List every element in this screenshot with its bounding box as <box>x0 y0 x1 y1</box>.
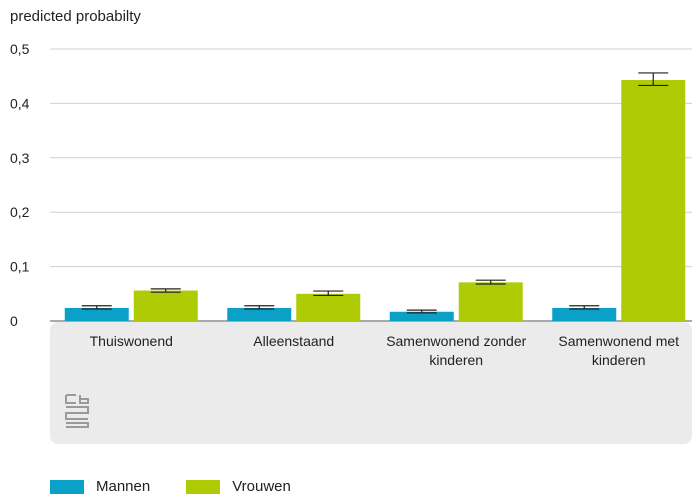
bar-vrouwen-0 <box>133 290 198 321</box>
error-bar-vrouwen-3 <box>638 72 669 87</box>
error-bar-vrouwen-0 <box>150 288 181 293</box>
error-bar-mannen-3 <box>569 305 600 310</box>
legend-swatch-mannen <box>50 479 84 494</box>
y-tick-label: 0,1 <box>10 259 30 275</box>
y-tick-label: 0 <box>10 313 18 329</box>
y-tick-label: 0,2 <box>10 204 30 220</box>
error-bar-mannen-1 <box>244 305 275 310</box>
y-axis-label: predicted probabilty <box>10 8 141 25</box>
x-tick-label: Samenwonend zonder kinderen <box>386 333 526 368</box>
y-tick-labels: 0 0,1 0,2 0,3 0,4 0,5 <box>10 41 30 329</box>
error-bar-vrouwen-2 <box>475 279 506 285</box>
y-tick-label: 0,3 <box>10 150 30 166</box>
bar-mannen-1 <box>227 307 292 321</box>
x-tick-label: Samenwonend met kinderen <box>558 333 679 368</box>
legend-swatch-vrouwen <box>186 479 221 494</box>
legend: Mannen Vrouwen <box>50 478 291 495</box>
legend-label-mannen: Mannen <box>96 478 151 495</box>
bar-vrouwen-1 <box>296 293 361 321</box>
legend-label-vrouwen: Vrouwen <box>232 478 291 495</box>
bar-vrouwen-3 <box>621 80 686 322</box>
error-bar-mannen-0 <box>81 305 112 310</box>
x-tick-labels: Thuiswonend Alleenstaand Samenwonend zonde… <box>90 333 680 368</box>
category-panel <box>50 322 692 444</box>
error-bar-mannen-2 <box>406 309 437 314</box>
bar-mannen-3 <box>552 307 617 321</box>
bar-mannen-2 <box>389 311 454 321</box>
error-bars <box>81 72 669 314</box>
legend-item-mannen: Mannen <box>50 478 150 495</box>
x-tick-label: Alleenstaand <box>253 333 334 349</box>
y-tick-label: 0,4 <box>10 95 30 111</box>
x-tick-label: Thuiswonend <box>90 333 173 349</box>
error-bar-vrouwen-1 <box>313 290 344 297</box>
bar-mannen-0 <box>64 307 129 321</box>
legend-item-vrouwen: Vrouwen <box>186 478 291 495</box>
y-tick-label: 0,5 <box>10 41 30 57</box>
bar-vrouwen-2 <box>458 282 523 321</box>
gridlines <box>50 48 692 322</box>
cbs-logo <box>65 394 89 428</box>
bars <box>64 80 686 322</box>
